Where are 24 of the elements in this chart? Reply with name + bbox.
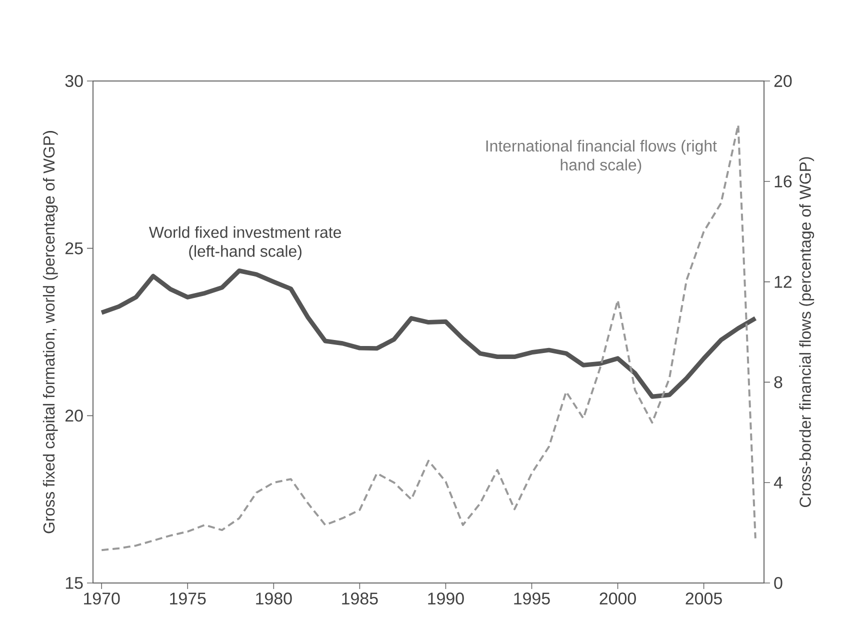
series-label: International financial flows (right hand scale) bbox=[486, 140, 717, 174]
x-tick-label: 2000 bbox=[600, 592, 636, 605]
y2-axis-title: Cross-border financial flows (percentage of WGP) bbox=[799, 157, 814, 508]
x-tick-label: 1975 bbox=[170, 592, 206, 605]
x-tick-label: 2005 bbox=[686, 592, 722, 605]
y-tick-label: 20 bbox=[66, 410, 83, 422]
y-tick-label: 25 bbox=[66, 242, 83, 254]
line-series bbox=[100, 124, 756, 552]
x-tick-label: 1980 bbox=[256, 592, 292, 605]
y-axis-title: Gross fixed capital formation, world (percentage of WGP) bbox=[42, 131, 58, 534]
x-tick-label: 1985 bbox=[342, 592, 378, 605]
y2-tick-label: 0 bbox=[774, 577, 782, 589]
y2-tick-label: 12 bbox=[774, 276, 792, 288]
y2-tick-label: 4 bbox=[774, 476, 782, 488]
y-tick-label: 15 bbox=[66, 577, 83, 589]
y2-tick-label: 20 bbox=[774, 74, 792, 87]
y2-tick-label: 16 bbox=[774, 175, 792, 188]
y-tick-label: 30 bbox=[65, 74, 83, 87]
y2-tick-label: 8 bbox=[774, 376, 782, 388]
series-label: World fixed investment rate (left-hand scale) bbox=[148, 226, 342, 260]
x-tick-label: 1970 bbox=[84, 592, 120, 605]
x-tick-label: 1990 bbox=[428, 592, 464, 605]
line-series bbox=[99, 268, 758, 399]
x-tick-label: 1995 bbox=[514, 592, 550, 605]
